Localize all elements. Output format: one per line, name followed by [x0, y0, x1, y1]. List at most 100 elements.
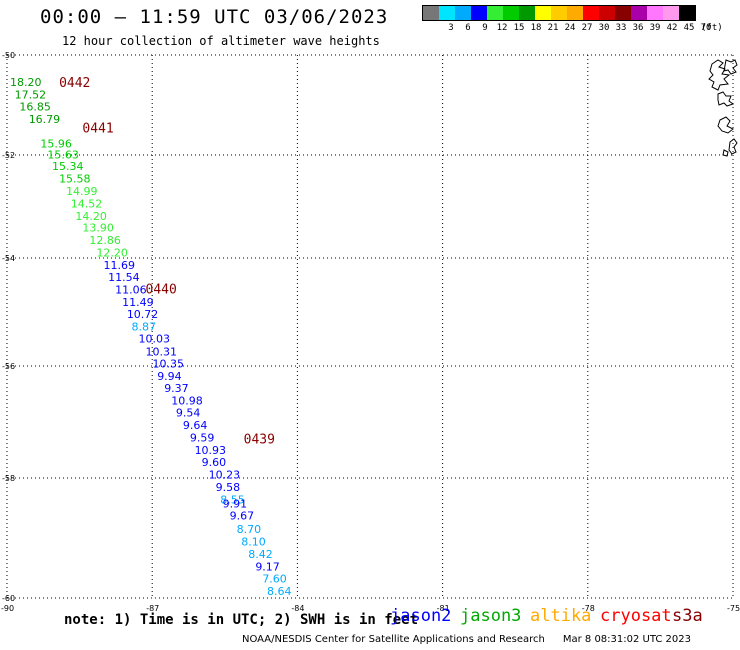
wave-height-label: 10.23	[209, 468, 241, 481]
legend-label: 18	[530, 23, 542, 33]
wave-height-label: 10.35	[153, 358, 185, 371]
satellite-name: cryosat	[600, 606, 672, 626]
legend-swatch	[679, 6, 695, 20]
wave-height-label: 9.64	[183, 419, 208, 432]
coastline-fragment	[722, 149, 729, 157]
latitude-tick-label: -54	[2, 254, 15, 263]
legend-swatch	[567, 6, 583, 20]
legend-swatch	[631, 6, 647, 20]
coastline-fragment	[723, 59, 738, 75]
legend-label: 36	[632, 23, 644, 33]
wave-height-label: 17.52	[15, 88, 47, 101]
wave-height-label: 9.91	[223, 497, 248, 510]
wave-height-label: 10.31	[146, 345, 178, 358]
latitude-tick-label: -50	[2, 51, 15, 60]
wave-height-label: 13.90	[82, 221, 114, 234]
wave-height-label: 16.79	[29, 113, 61, 126]
legend-color-bar	[422, 5, 696, 21]
legend-swatch	[615, 6, 631, 20]
wave-height-label: 14.20	[75, 210, 107, 223]
wave-height-label: 9.54	[176, 407, 201, 420]
pass-time-label: 0439	[244, 432, 275, 447]
credit-text: NOAA/NESDIS Center for Satellite Applica…	[242, 634, 545, 645]
wave-height-label: 9.67	[230, 510, 255, 523]
legend-label: 30	[598, 23, 610, 33]
wave-height-label: 9.17	[255, 560, 280, 573]
coastline-fragment	[717, 91, 735, 107]
legend-label: 21	[547, 23, 559, 33]
satellite-name: jason2	[390, 606, 452, 626]
wave-height-label: 12.86	[89, 234, 121, 247]
legend-swatch	[583, 6, 599, 20]
longitude-tick-label: -87	[146, 604, 159, 613]
legend-label: 3	[448, 23, 454, 33]
wave-height-label: 15.96	[40, 137, 72, 150]
page-subtitle: 12 hour collection of altimeter wave hei…	[62, 34, 380, 48]
latitude-tick-label: -52	[2, 151, 15, 160]
legend-label: 24	[564, 23, 576, 33]
coastline-fragment	[717, 116, 734, 134]
legend-label: 6	[465, 23, 471, 33]
latitude-tick-label: -58	[2, 474, 15, 483]
wave-height-label: 16.85	[19, 101, 51, 114]
wave-height-label: 9.37	[164, 382, 189, 395]
satellite-name: s3a	[672, 606, 703, 626]
wave-height-label: 8.87	[131, 321, 156, 334]
legend-labels: 3 6 9 12 15 18 21 24 27 30 33 36 39 42 45 70 (ft)	[422, 21, 722, 35]
wave-height-label: 10.03	[139, 333, 171, 346]
wave-height-label: 11.69	[103, 259, 135, 272]
wave-height-label: 15.34	[52, 160, 84, 173]
axis-ticks: -90 -87 -84 -81 -78 -75 -50 -52 -54 -56 -58 -60	[1, 51, 740, 613]
pass-time-label: 0440	[146, 283, 177, 298]
legend-swatch	[423, 6, 439, 20]
satellite-name: altika	[530, 606, 592, 626]
wave-height-label: 9.59	[190, 432, 215, 445]
legend-label: 70	[700, 23, 712, 33]
wave-height-label: 11.06	[115, 284, 146, 297]
longitude-tick-label: -75	[727, 604, 740, 613]
legend-swatch	[551, 6, 567, 20]
legend-swatch	[439, 6, 455, 20]
color-legend: 3 6 9 12 15 18 21 24 27 30 33 36 39 42 45 70 (ft)	[422, 5, 723, 35]
wave-height-label: 8.55	[220, 493, 245, 506]
longitude-tick-label: -81	[437, 604, 450, 613]
generated-timestamp: Mar 8 08:31:02 UTC 2023	[562, 634, 691, 645]
legend-unit: (ft)	[701, 23, 723, 33]
coastline-fragment	[708, 59, 731, 91]
legend-label: 15	[513, 23, 525, 33]
coastline	[708, 59, 738, 157]
legend-swatch	[535, 6, 551, 20]
legend-label: 9	[482, 23, 488, 33]
pass-time-label: 0441	[82, 121, 113, 136]
legend-swatch	[647, 6, 663, 20]
legend-swatch	[599, 6, 615, 20]
legend-label: 33	[615, 23, 627, 33]
pass-time-label: 0442	[59, 76, 90, 91]
longitude-tick-label: -90	[1, 604, 14, 613]
longitude-tick-label: -84	[291, 604, 304, 613]
wave-height-label: 8.10	[241, 536, 265, 549]
longitude-tick-label: -78	[582, 604, 595, 613]
latitude-tick-label: -60	[2, 594, 15, 603]
coastline-fragment	[728, 138, 738, 155]
legend-label: 12	[496, 23, 508, 33]
wave-height-label: 15.63	[47, 149, 79, 162]
wave-height-label: 11.54	[108, 271, 140, 284]
wave-height-label: 9.60	[202, 456, 227, 469]
wave-height-label: 9.58	[216, 481, 241, 494]
legend-swatch	[455, 6, 471, 20]
wave-height-label: 8.70	[237, 523, 261, 536]
wave-height-label: 10.93	[195, 444, 227, 457]
legend-label: 42	[666, 23, 678, 33]
wave-height-label: 11.49	[122, 296, 153, 309]
legend-swatch	[519, 6, 535, 20]
wave-height-label: 14.52	[71, 198, 103, 211]
wave-height-label: 12.20	[96, 246, 128, 259]
wave-height-label: 8.64	[267, 585, 292, 598]
page-title: 00:00 – 11:59 UTC 03/06/2023	[40, 6, 389, 28]
credit-line: NOAA/NESDIS Center for Satellite Applica…	[242, 634, 691, 645]
legend-swatch	[487, 6, 503, 20]
wave-height-label: 10.98	[171, 394, 203, 407]
